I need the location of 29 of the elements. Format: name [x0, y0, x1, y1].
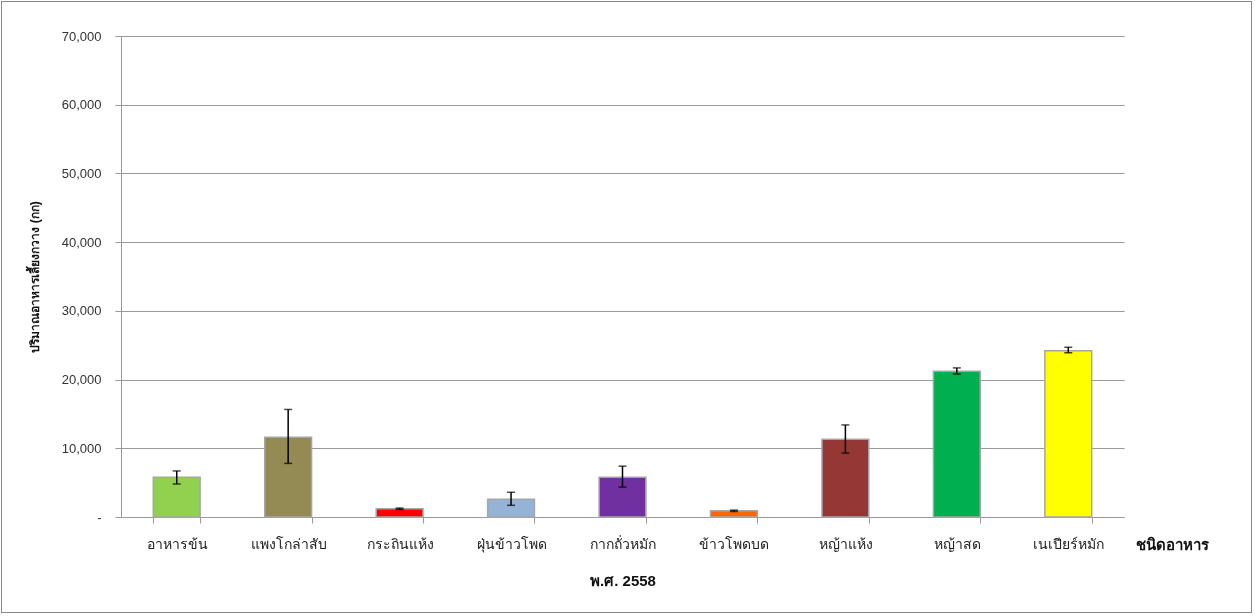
y-tick-label: 30,000: [61, 303, 102, 319]
y-axis-title: ปริมาณอาหารเลี้ยงกวาง (กก): [24, 201, 42, 353]
x-tick-label: เนเปียร์หมัก: [1033, 535, 1105, 552]
y-tick-label: 40,000: [61, 234, 102, 250]
bar: [152, 476, 201, 518]
bar: [375, 508, 424, 518]
x-tick-label: แพงโกล่าสับ: [250, 535, 327, 552]
bar: [709, 510, 759, 518]
y-tick-label: -: [97, 509, 102, 525]
y-tick-label: 20,000: [61, 372, 102, 388]
x-tick-label: หญ้าแห้ง: [818, 535, 873, 552]
y-tick-label: 60,000: [61, 97, 102, 113]
bar: [821, 438, 870, 518]
text: ชนิดอาหาร: [1136, 536, 1210, 553]
x-tick-label: อาหารข้น: [146, 535, 208, 552]
x-tick-label: ข้าวโพดบด: [699, 535, 770, 552]
y-tick-label: 50,000: [61, 165, 102, 181]
x-tick-label: ฝุ่นข้าวโพด: [476, 535, 547, 553]
x-tick-label: กากถั่วหมัก: [590, 534, 656, 552]
y-tick-label: 70,000: [61, 28, 102, 44]
bar: [598, 476, 647, 518]
bar: [932, 370, 981, 518]
x-tick-label: หญ้าสด: [933, 535, 981, 552]
bar: [486, 498, 536, 518]
bar: [1044, 349, 1093, 518]
y-tick-label: 10,000: [61, 440, 102, 456]
x-axis-title: พ.ศ. 2558: [590, 571, 656, 589]
x-tick-label: กระถินแห้ง: [366, 535, 434, 552]
bar: [264, 436, 313, 518]
